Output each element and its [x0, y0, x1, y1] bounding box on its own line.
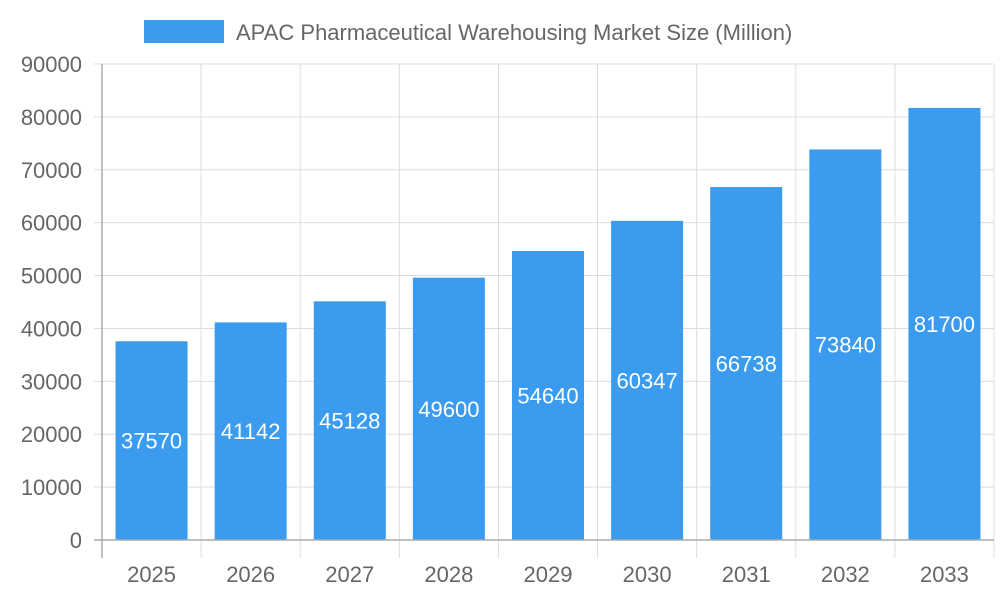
data-label: 49600: [418, 397, 479, 422]
x-tick-label: 2033: [920, 562, 969, 587]
y-tick-label: 10000: [21, 475, 82, 500]
bar: [809, 149, 882, 540]
x-tick-label: 2027: [325, 562, 374, 587]
data-label: 54640: [517, 384, 578, 409]
bar: [908, 107, 981, 541]
x-tick-label: 2032: [821, 562, 870, 587]
legend-label: APAC Pharmaceutical Warehousing Market S…: [236, 20, 792, 45]
data-label: 81700: [914, 312, 975, 337]
bar: [214, 322, 287, 540]
y-tick-label: 50000: [21, 264, 82, 289]
data-label: 45128: [319, 409, 380, 434]
bar: [313, 301, 386, 540]
y-tick-label: 0: [70, 528, 82, 553]
bar: [412, 277, 485, 540]
x-tick-label: 2028: [424, 562, 473, 587]
bar: [512, 251, 584, 540]
y-tick-label: 20000: [21, 422, 82, 447]
x-tick-label: 2025: [127, 562, 176, 587]
x-tick-label: 2029: [524, 562, 573, 587]
y-tick-label: 30000: [21, 369, 82, 394]
bar: [115, 341, 188, 540]
y-tick-label: 40000: [21, 316, 82, 341]
data-label: 66738: [716, 352, 777, 377]
bars: 37570 41142 45128 49600 54640 60347 66738 73840…: [115, 107, 981, 541]
legend-swatch: [144, 20, 224, 43]
y-tick-label: 60000: [21, 211, 82, 236]
legend[interactable]: APAC Pharmaceutical Warehousing Market S…: [144, 20, 792, 45]
y-tick-label: 70000: [21, 158, 82, 183]
bar: [611, 220, 684, 540]
data-label: 41142: [221, 419, 281, 444]
y-tick-label: 80000: [21, 105, 82, 130]
data-label: 37570: [121, 429, 182, 454]
data-label: 73840: [815, 333, 876, 358]
axes: 0 10000 20000 30000 40000 50000 60000 70000 8000…: [21, 52, 994, 587]
bar: [710, 187, 783, 540]
x-tick-label: 2026: [226, 562, 275, 587]
x-tick-label: 2031: [722, 562, 771, 587]
x-tick-label: 2030: [623, 562, 672, 587]
y-tick-label: 90000: [21, 52, 82, 77]
data-label: 60347: [617, 368, 678, 393]
